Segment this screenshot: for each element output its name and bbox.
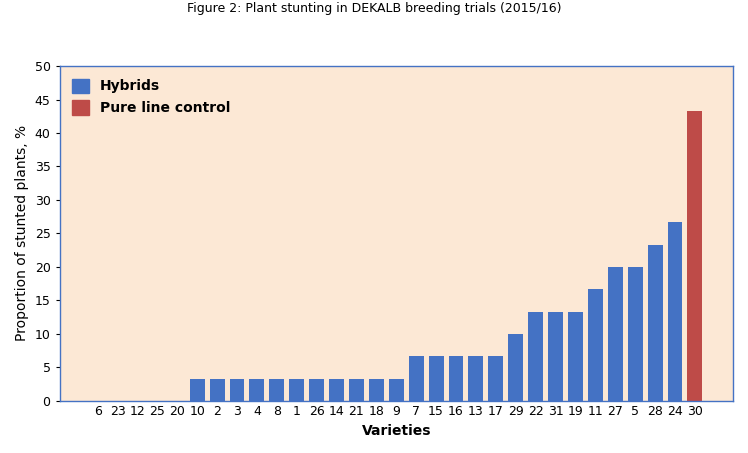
Bar (568, 312, 583, 400)
Bar (250, 379, 264, 400)
Bar (309, 379, 324, 400)
X-axis label: Varieties: Varieties (361, 424, 431, 438)
Bar (449, 356, 464, 400)
Bar (269, 379, 284, 400)
Bar (667, 222, 682, 400)
Bar (349, 379, 364, 400)
Bar (230, 379, 245, 400)
Bar (408, 356, 423, 400)
Bar (687, 111, 702, 400)
Bar (209, 379, 224, 400)
Bar (588, 289, 603, 400)
Text: Figure 2: Plant stunting in DEKALB breeding trials (2015/16): Figure 2: Plant stunting in DEKALB breed… (187, 2, 561, 15)
Bar (468, 356, 483, 400)
Bar (648, 245, 663, 400)
Bar (548, 312, 563, 400)
Bar (528, 312, 543, 400)
Bar (389, 379, 404, 400)
Bar (628, 267, 643, 400)
Y-axis label: Proportion of stunted plants, %: Proportion of stunted plants, % (15, 125, 29, 342)
Bar (289, 379, 304, 400)
Bar (329, 379, 344, 400)
Bar (190, 379, 205, 400)
Bar (488, 356, 503, 400)
Legend: Hybrids, Pure line control: Hybrids, Pure line control (67, 73, 236, 121)
Bar (429, 356, 444, 400)
Bar (509, 334, 523, 400)
Bar (369, 379, 384, 400)
Bar (608, 267, 623, 400)
